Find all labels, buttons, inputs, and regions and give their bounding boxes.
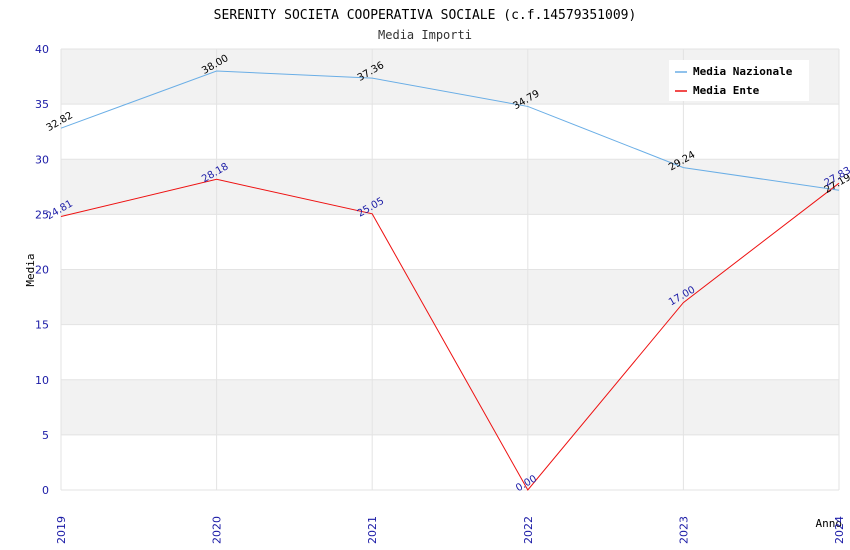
legend-label-media-nazionale: Media Nazionale: [693, 65, 793, 78]
y-tick-label: 20: [35, 264, 49, 277]
series-line-media-nazionale: [60, 70, 840, 191]
grid-band: [61, 379, 839, 435]
y-tick-label: 35: [35, 98, 49, 111]
y-tick-label: 30: [35, 153, 49, 166]
grid-band: [61, 104, 839, 160]
grid-band: [61, 214, 839, 270]
y-tick-label: 0: [42, 484, 49, 497]
series-line-media-ente: [60, 178, 840, 491]
y-tick-label: 5: [42, 429, 49, 442]
y-axis-title: Media: [24, 253, 37, 286]
x-axis-title: Anno: [816, 517, 843, 530]
legend-label-media-ente: Media Ente: [693, 84, 760, 97]
legend-box: [669, 60, 809, 101]
chart-subtitle: Media Importi: [378, 28, 472, 42]
y-tick-label: 25: [35, 208, 49, 221]
chart-title: SERENITY SOCIETA COOPERATIVA SOCIALE (c.…: [214, 8, 637, 23]
x-axis-ticks: 2019 2020 2021 2022 2023 2024: [55, 516, 846, 544]
x-tick-label: 2022: [522, 516, 535, 544]
grid-band: [61, 159, 839, 215]
x-tick-label: 2024: [833, 516, 846, 544]
grid-band: [61, 434, 839, 490]
y-tick-label: 10: [35, 374, 49, 387]
grid-band: [61, 269, 839, 325]
legend: Media Nazionale Media Ente: [669, 60, 809, 101]
x-tick-label: 2023: [677, 516, 690, 544]
y-tick-label: 40: [35, 43, 49, 56]
y-tick-label: 15: [35, 319, 49, 332]
x-tick-label: 2021: [366, 516, 379, 544]
grid-lines: [60, 48, 840, 491]
series-group: [60, 70, 840, 491]
x-tick-label: 2020: [211, 516, 224, 544]
y-axis-ticks: 0 5 10 15 20 25 30 35 40: [35, 43, 49, 497]
grid-bands: [61, 49, 839, 490]
x-tick-label: 2019: [55, 516, 68, 544]
